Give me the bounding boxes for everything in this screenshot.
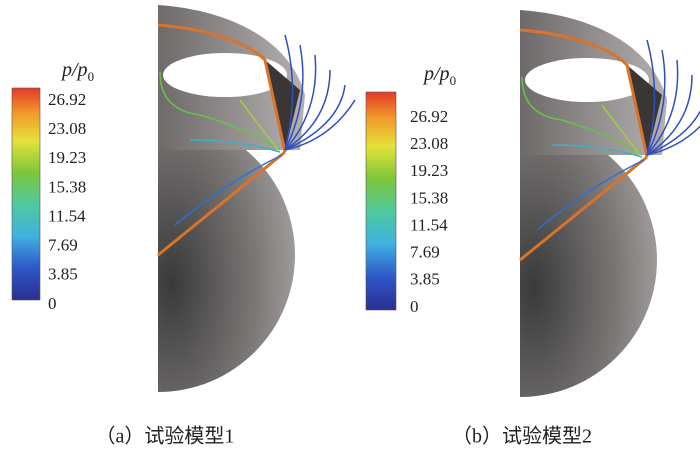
caption: （a）试验模型1	[96, 425, 235, 448]
tick-label: 26.92	[48, 90, 86, 109]
label-main: p/p	[422, 63, 450, 85]
tick-label: 23.08	[410, 134, 448, 153]
tick-label: 3.85	[48, 265, 78, 284]
tick-label: 15.38	[48, 177, 86, 196]
colorbar-label: p/p0	[422, 63, 456, 88]
tick-label: 19.23	[48, 148, 86, 167]
label-main: p/p	[60, 59, 88, 81]
colorbar-label: p/p0	[60, 59, 94, 84]
model-render	[518, 8, 700, 399]
colorbar	[365, 91, 397, 311]
tick-label: 11.54	[410, 215, 448, 234]
label-sub: 0	[88, 69, 95, 84]
model-render	[156, 3, 357, 394]
tick-label: 3.85	[410, 270, 440, 289]
tick-label: 19.23	[410, 161, 448, 180]
tick-label: 7.69	[410, 243, 440, 262]
label-sub: 0	[450, 73, 457, 88]
colorbar	[11, 87, 41, 301]
tick-label: 23.08	[48, 119, 86, 138]
tick-label: 11.54	[48, 206, 86, 225]
tick-label: 26.92	[410, 107, 448, 126]
tick-label: 0	[48, 294, 57, 313]
tick-label: 7.69	[48, 236, 78, 255]
caption: （b）试验模型2	[452, 425, 592, 448]
tick-label: 15.38	[410, 188, 448, 207]
tick-label: 0	[410, 297, 419, 316]
